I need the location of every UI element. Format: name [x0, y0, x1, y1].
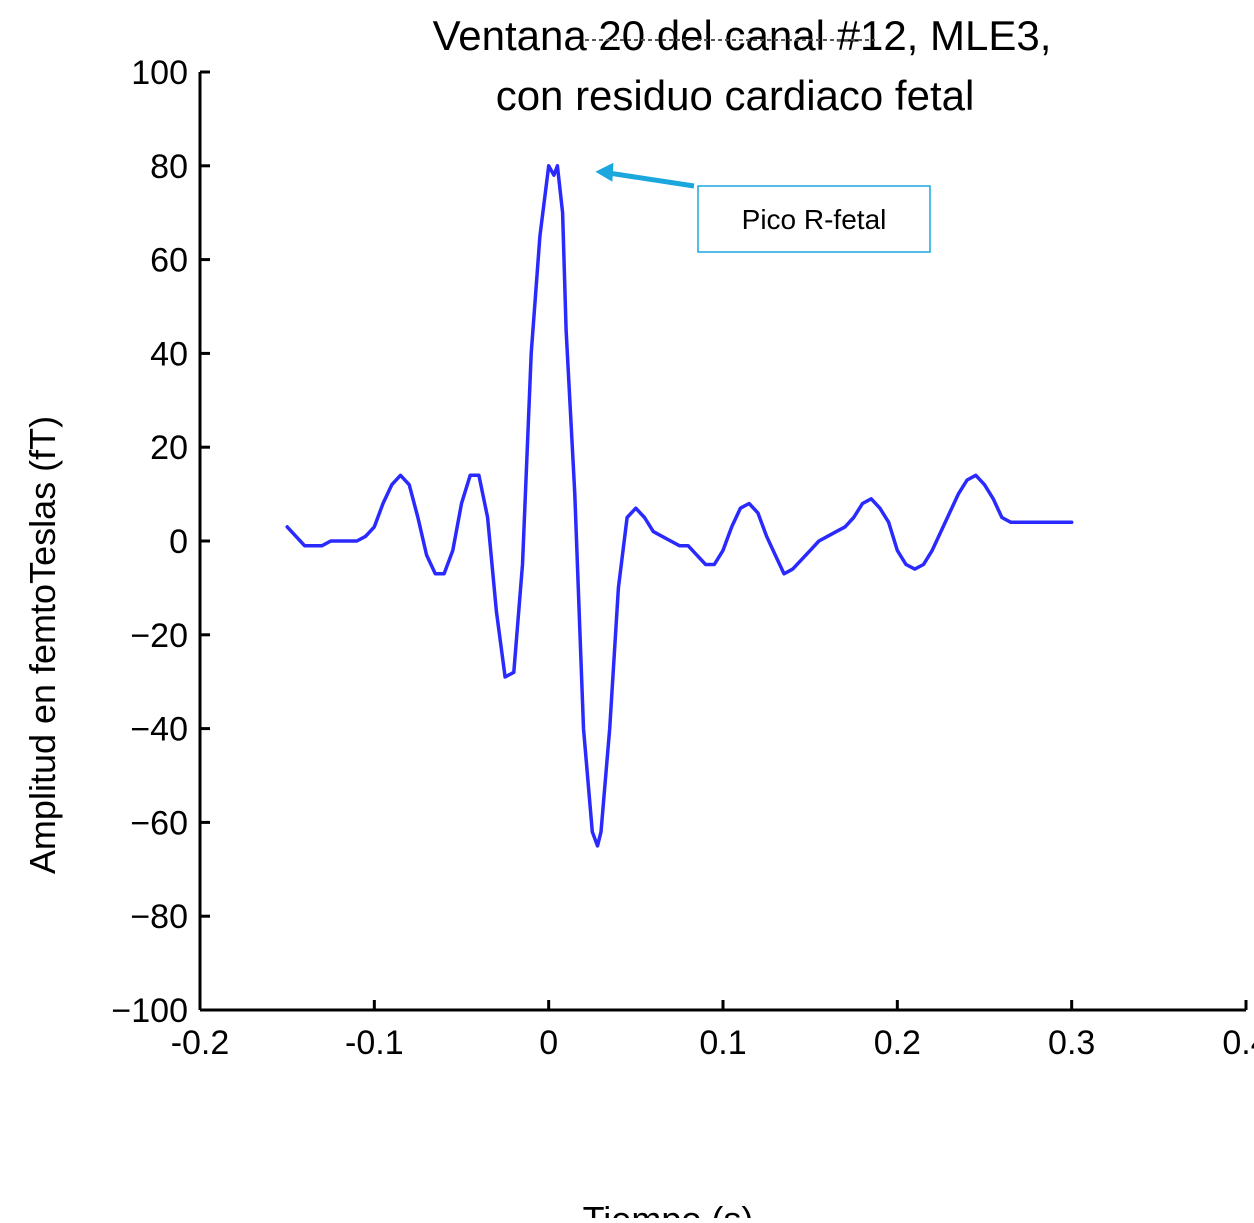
annotation-label: Pico R-fetal	[742, 204, 887, 235]
y-tick-label: −20	[130, 617, 188, 655]
y-axis-label: Amplitud en femtoTeslas (fT)	[22, 416, 63, 874]
annotation: Pico R-fetal	[595, 162, 931, 253]
annotation-arrow-shaft	[607, 170, 695, 189]
y-tick-label: −40	[130, 711, 188, 749]
y-tick-label: −80	[130, 898, 188, 936]
x-tick-label: 0.3	[1048, 1024, 1095, 1062]
y-tick-label: 40	[150, 335, 188, 373]
x-tick-label: 0.2	[874, 1024, 921, 1062]
series-line	[285, 164, 1074, 848]
y-tick-label: 0	[169, 523, 188, 561]
y-tick-label: 20	[150, 429, 188, 467]
y-tick-label: −60	[130, 804, 188, 842]
annotation-arrowhead	[595, 162, 614, 182]
x-tick-label: -0.1	[345, 1024, 404, 1062]
x-tick-label: 0.1	[699, 1024, 746, 1062]
y-tick-label: 100	[131, 54, 188, 92]
x-tick-label: -0.2	[171, 1024, 230, 1062]
axes: 100 80 60 40 20 0 −20 −40 −60 −80 −100-0.2 -0.1 0 0.1…	[111, 54, 1254, 1062]
series-group	[285, 164, 1074, 848]
y-tick-label: 80	[150, 148, 188, 186]
x-axis-label: Tiempo (s)	[583, 1199, 754, 1218]
y-tick-label: 60	[150, 242, 188, 280]
chart-title-line-2: con residuo cardiaco fetal	[496, 72, 975, 119]
chart-title-line-1: Ventana 20 del canal #12, MLE3,	[433, 12, 1052, 59]
annotation-box	[697, 185, 931, 253]
x-tick-label: 0	[539, 1024, 558, 1062]
x-tick-label: 0.4	[1222, 1024, 1254, 1062]
y-tick-label: −100	[111, 992, 188, 1030]
